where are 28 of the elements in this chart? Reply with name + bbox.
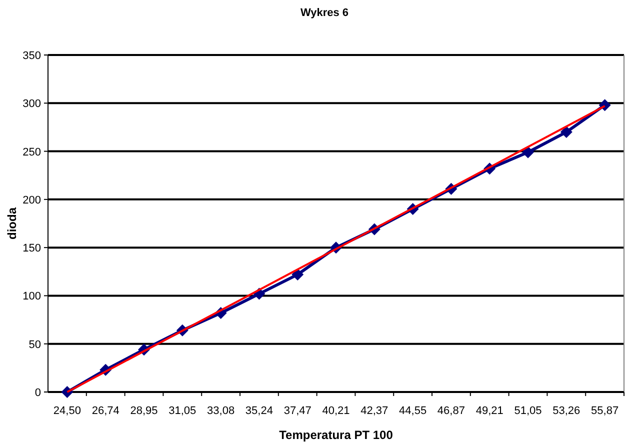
y-tick-label: 200 <box>22 194 41 206</box>
point <box>560 126 572 138</box>
x-tick-label: 33,08 <box>207 405 235 417</box>
chart-title: Wykres 6 <box>300 7 349 19</box>
x-tick-label: 35,24 <box>245 405 273 417</box>
x-tick-label: 53,26 <box>552 405 580 417</box>
x-tick-label: 40,21 <box>322 405 350 417</box>
x-tick-label: 31,05 <box>168 405 196 417</box>
y-tick-label: 250 <box>22 146 41 158</box>
x-tick-label: 42,37 <box>360 405 388 417</box>
y-tick-label: 300 <box>22 98 41 110</box>
point <box>522 146 534 158</box>
y-tick-label: 350 <box>22 50 41 62</box>
x-tick-label: 44,55 <box>399 405 427 417</box>
x-tick-label: 46,87 <box>437 405 465 417</box>
x-tick-label: 24,50 <box>53 405 81 417</box>
x-tick-label: 37,47 <box>284 405 312 417</box>
x-tick-label: 55,87 <box>591 405 619 417</box>
x-tick-label: 51,05 <box>514 405 542 417</box>
y-tick-label: 150 <box>22 242 41 255</box>
y-axis-title: dioda <box>5 207 19 240</box>
x-tick-label: 26,74 <box>92 405 120 417</box>
x-tick-label: 28,95 <box>130 405 158 417</box>
y-tick-label: 0 <box>34 387 41 399</box>
y-tick-label: 50 <box>28 338 41 351</box>
y-tick-label: 100 <box>22 290 41 303</box>
x-axis-title: Temperatura PT 100 <box>279 428 394 442</box>
x-tick-label: 49,21 <box>476 405 504 417</box>
